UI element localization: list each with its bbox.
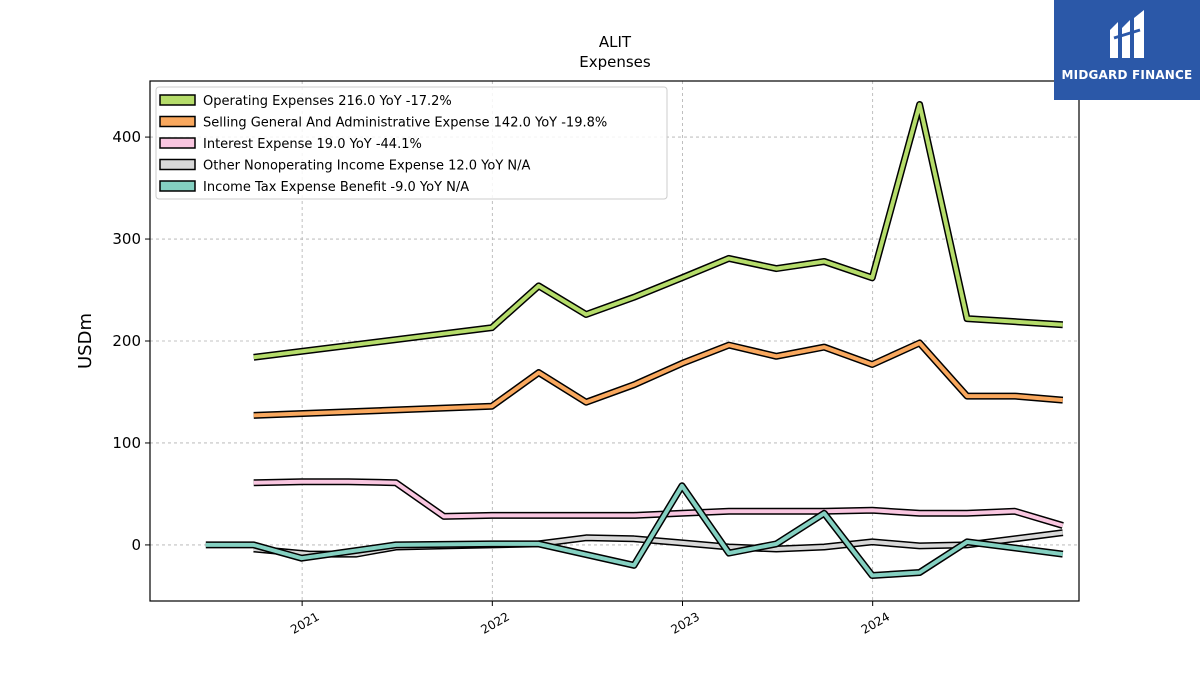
- series-layer: [205, 101, 1064, 579]
- legend-entry: Other Nonoperating Income Expense 12.0 Y…: [203, 159, 531, 174]
- chart-subtitle: Expenses: [579, 53, 651, 71]
- legend: Operating Expenses 216.0 YoY -17.2% Selli…: [155, 86, 668, 200]
- legend-entry: Income Tax Expense Benefit -9.0 YoY N/A: [203, 180, 469, 195]
- y-axis-ticks: 0 100 200 300 400: [112, 128, 150, 554]
- legend-swatch: [159, 137, 196, 149]
- x-tick-label: 2024: [859, 609, 892, 636]
- legend-swatch: [159, 158, 196, 171]
- midgard-logo-icon: [1110, 10, 1144, 58]
- legend-box: [155, 86, 668, 200]
- y-tick-label: 0: [131, 536, 141, 554]
- x-tick-label: 2021: [288, 609, 321, 636]
- x-tick-label: 2022: [478, 609, 511, 636]
- series-line-outline: [253, 339, 1064, 419]
- series-line: [253, 341, 1063, 418]
- series-line: [253, 102, 1063, 360]
- x-axis-ticks: 2021 2022 2023 2024: [288, 601, 892, 637]
- series-line: [253, 479, 1064, 528]
- legend-entry: Interest Expense 19.0 YoY -44.1%: [203, 137, 422, 152]
- y-axis-label: USDm: [75, 313, 96, 369]
- legend-entry: Selling General And Administrative Expen…: [203, 116, 607, 131]
- chart-title: ALIT: [599, 33, 632, 51]
- x-tick-label: 2023: [669, 609, 702, 636]
- series-line: [205, 483, 1064, 578]
- legend-swatch: [159, 115, 196, 128]
- y-tick-label: 400: [112, 128, 141, 146]
- legend-swatch: [159, 94, 196, 106]
- brand-name: MIDGARD FINANCE: [1061, 68, 1193, 82]
- brand-logo: MIDGARD FINANCE: [1054, 0, 1200, 100]
- y-tick-label: 300: [112, 230, 141, 248]
- y-tick-label: 100: [112, 434, 141, 452]
- legend-swatch: [159, 180, 196, 192]
- legend-entry: Operating Expenses 216.0 YoY -17.2%: [203, 94, 452, 109]
- y-tick-label: 200: [112, 332, 141, 350]
